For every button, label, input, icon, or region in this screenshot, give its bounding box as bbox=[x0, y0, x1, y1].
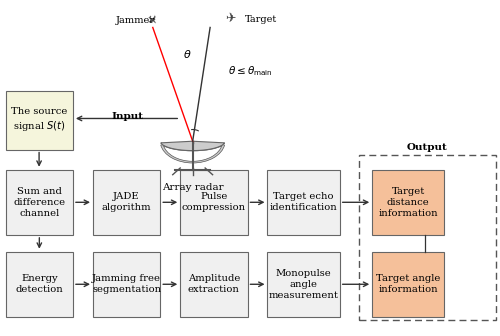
Bar bbox=[6, 252, 73, 317]
Text: $\theta \leq \theta_{\rm main}$: $\theta \leq \theta_{\rm main}$ bbox=[228, 64, 272, 78]
Text: ✈: ✈ bbox=[142, 12, 158, 29]
Bar bbox=[372, 170, 444, 235]
Wedge shape bbox=[160, 145, 224, 163]
Text: Array radar: Array radar bbox=[162, 183, 224, 192]
Text: Target echo
identification: Target echo identification bbox=[270, 192, 338, 212]
Bar bbox=[268, 170, 340, 235]
Text: Pulse
compression: Pulse compression bbox=[182, 192, 246, 212]
Bar bbox=[6, 170, 73, 235]
Text: Energy
detection: Energy detection bbox=[16, 274, 63, 294]
Bar bbox=[268, 252, 340, 317]
Text: $\theta$: $\theta$ bbox=[184, 48, 192, 60]
Bar bbox=[180, 170, 248, 235]
Text: Jammer: Jammer bbox=[116, 16, 156, 25]
Text: Monopulse
angle
measurement: Monopulse angle measurement bbox=[268, 269, 338, 300]
Text: Input: Input bbox=[112, 112, 144, 121]
Text: Sum and
difference
channel: Sum and difference channel bbox=[14, 187, 66, 218]
Text: Target
distance
information: Target distance information bbox=[378, 187, 438, 218]
Bar bbox=[93, 252, 160, 317]
Text: Target angle
information: Target angle information bbox=[376, 274, 440, 294]
Bar bbox=[6, 91, 73, 150]
Text: Target: Target bbox=[245, 14, 278, 24]
Bar bbox=[372, 252, 444, 317]
Text: JADE
algorithm: JADE algorithm bbox=[102, 192, 152, 212]
Bar bbox=[93, 170, 160, 235]
Text: ✈: ✈ bbox=[225, 12, 235, 26]
Text: Output: Output bbox=[406, 143, 448, 152]
Text: Jamming free
segmentation: Jamming free segmentation bbox=[92, 274, 161, 294]
Bar bbox=[358, 155, 496, 320]
Bar bbox=[180, 252, 248, 317]
Text: Amplitude
extraction: Amplitude extraction bbox=[188, 274, 240, 294]
Polygon shape bbox=[160, 141, 224, 151]
Text: The source
signal $S(t)$: The source signal $S(t)$ bbox=[11, 107, 68, 133]
